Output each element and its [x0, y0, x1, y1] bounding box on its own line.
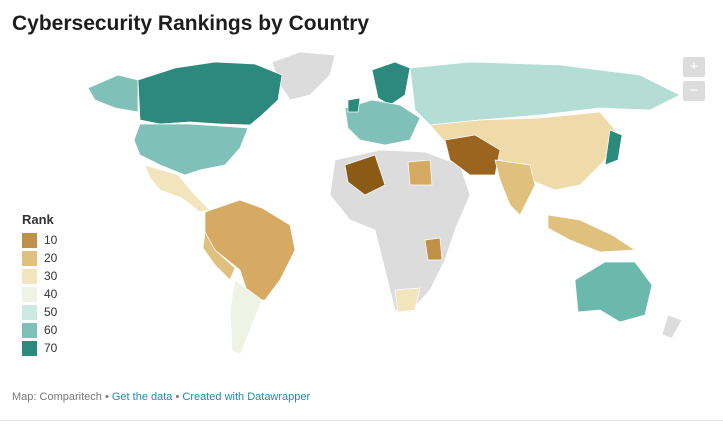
legend-label: 30 — [44, 269, 58, 283]
legend-label: 20 — [44, 251, 58, 265]
greenland — [271, 51, 336, 101]
credit-link[interactable]: Created with Datawrapper — [182, 391, 311, 403]
iran — [444, 134, 501, 176]
data-link[interactable]: Get the data — [111, 391, 173, 403]
legend-label: 70 — [44, 341, 58, 355]
alaska — [87, 74, 139, 113]
legend-item: 50 — [22, 303, 57, 321]
usa — [133, 123, 249, 176]
source: Map: Comparitech — [12, 391, 102, 403]
zoom-out-button[interactable]: − — [683, 81, 705, 101]
japan — [604, 129, 623, 166]
legend-swatch — [22, 232, 37, 248]
australia — [574, 261, 653, 323]
legend-item: 10 — [22, 231, 57, 249]
egypt — [407, 159, 433, 186]
legend-swatch — [22, 286, 37, 302]
legend-swatch — [22, 322, 37, 338]
legend-label: 60 — [44, 323, 58, 337]
legend-label: 50 — [44, 305, 58, 319]
legend-label: 40 — [44, 287, 58, 301]
legend-swatch — [22, 250, 37, 266]
world-map — [87, 51, 683, 356]
legend-item: 40 — [22, 285, 57, 303]
new-zealand — [661, 314, 683, 339]
russia — [409, 61, 681, 126]
legend-item: 60 — [22, 321, 57, 339]
legend-title: Rank — [22, 212, 54, 227]
zoom-in-button[interactable]: + — [683, 57, 705, 77]
canada — [137, 61, 283, 126]
brazil — [204, 199, 296, 301]
legend-swatch — [22, 340, 37, 356]
legend-swatch — [22, 268, 37, 284]
legend-label: 10 — [44, 233, 58, 247]
legend-item: 30 — [22, 267, 57, 285]
scandinavia — [371, 61, 411, 106]
algeria — [344, 154, 386, 196]
uk — [347, 97, 361, 113]
footer: Map: Comparitech • Get the data • Create… — [12, 391, 310, 403]
indonesia — [547, 214, 637, 253]
legend-items: 10 20 30 40 50 60 70 — [22, 231, 57, 357]
legend-swatch — [22, 304, 37, 320]
map-title: Cybersecurity Rankings by Country — [12, 12, 370, 35]
europe — [344, 99, 421, 146]
india — [494, 159, 536, 216]
legend-item: 20 — [22, 249, 57, 267]
south-africa — [394, 287, 421, 313]
legend-item: 70 — [22, 339, 57, 357]
peru — [202, 230, 236, 281]
legend: Rank 10 20 30 40 50 60 70 — [22, 212, 57, 357]
separator: • — [104, 391, 109, 403]
mexico — [144, 164, 211, 213]
separator: • — [175, 391, 180, 403]
tanzania — [424, 237, 443, 261]
divider — [0, 420, 723, 421]
argentina — [229, 279, 263, 356]
